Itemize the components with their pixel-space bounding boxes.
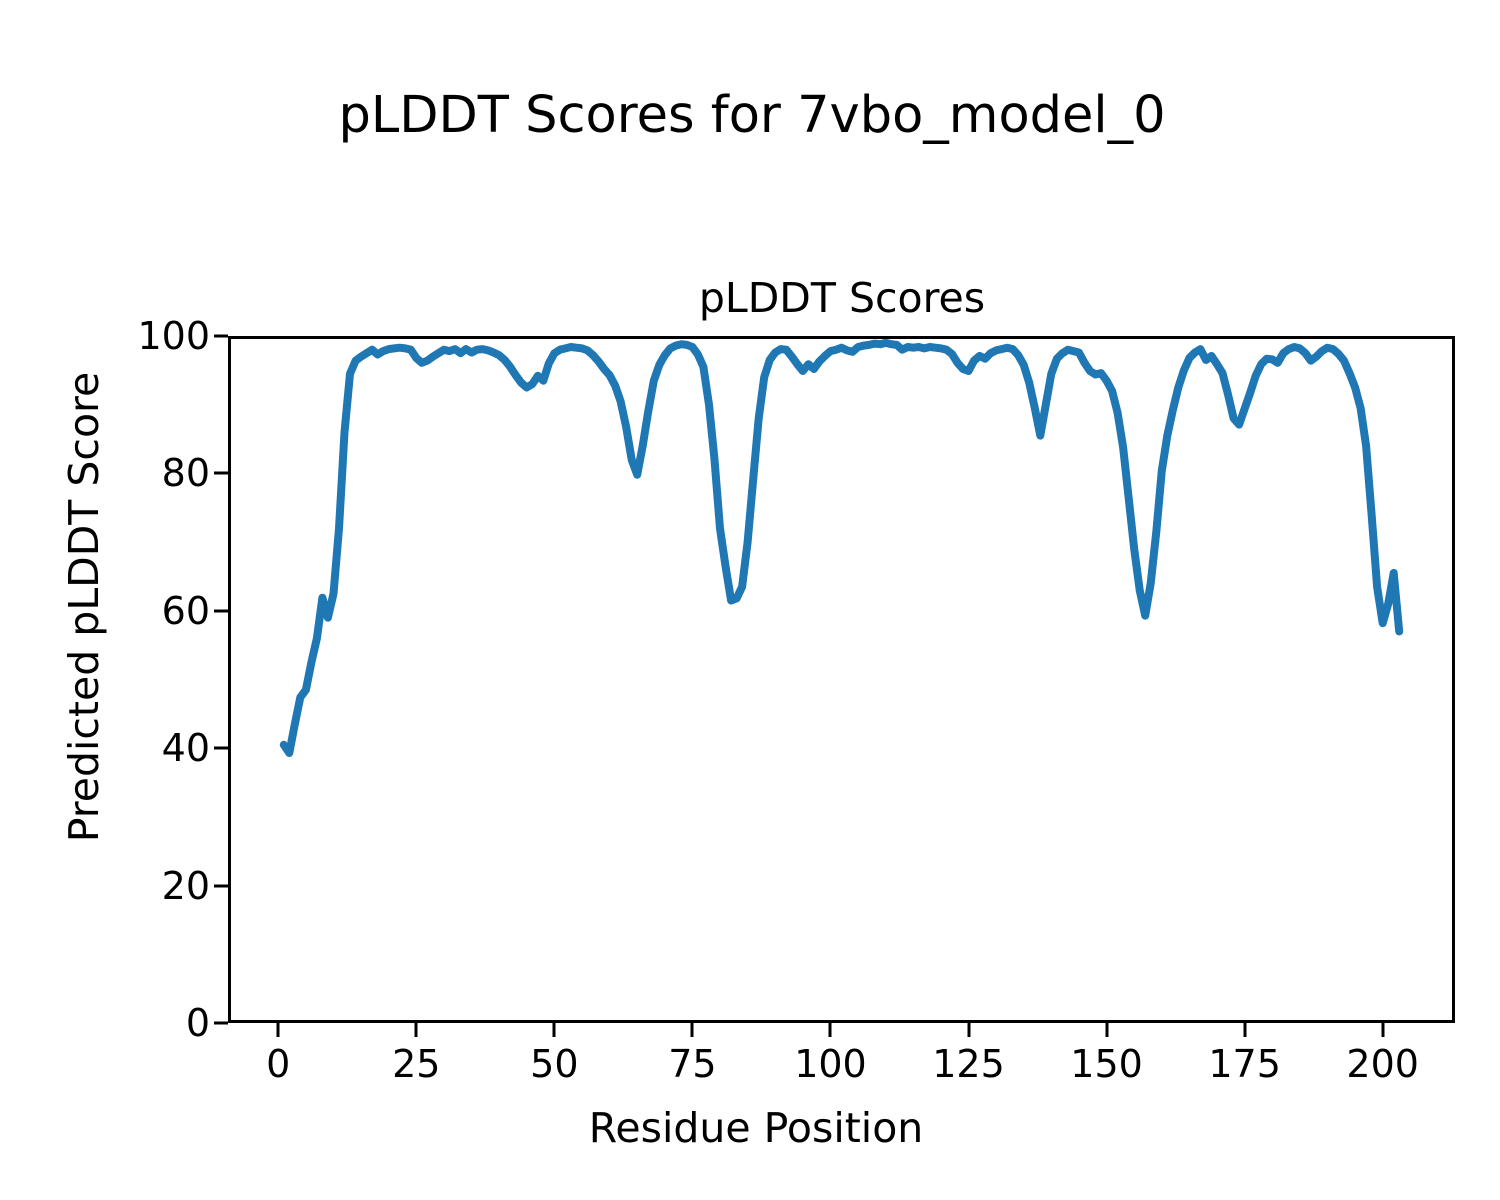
y-tick-mark: [214, 884, 228, 888]
x-tick-mark: [1243, 1023, 1247, 1037]
x-tick-label: 100: [794, 1042, 867, 1086]
x-tick-mark: [690, 1023, 694, 1037]
y-tick-mark: [214, 471, 228, 475]
x-tick-label: 175: [1208, 1042, 1281, 1086]
x-tick-mark: [1381, 1023, 1385, 1037]
x-tick-mark: [967, 1023, 970, 1037]
y-tick-label: 0: [185, 1001, 210, 1045]
axes-spines: [228, 336, 1455, 1023]
x-tick-label: 25: [392, 1042, 441, 1086]
x-tick-mark: [414, 1023, 418, 1037]
x-tick-label: 75: [668, 1042, 717, 1086]
x-tick-mark: [828, 1023, 832, 1037]
x-axis-label: Residue Position: [588, 1104, 924, 1152]
plot-area: [228, 336, 1455, 1023]
axes-title: pLDDT Scores: [698, 274, 986, 322]
y-tick-mark: [214, 1021, 228, 1025]
y-tick-mark: [214, 609, 228, 613]
y-tick-label: 100: [137, 314, 210, 358]
x-tick-label: 0: [266, 1042, 291, 1086]
x-tick-label: 150: [1070, 1042, 1143, 1086]
x-tick-label: 50: [530, 1042, 579, 1086]
y-tick-mark: [214, 746, 228, 750]
y-tick-label: 60: [161, 588, 210, 633]
x-tick-label: 125: [932, 1042, 1005, 1086]
plddt-line: [279, 338, 1404, 757]
x-tick-mark: [1105, 1023, 1109, 1037]
x-tick-label: 200: [1346, 1042, 1419, 1086]
y-tick-mark: [214, 334, 228, 338]
y-tick-label: 80: [161, 451, 210, 496]
figure-title: pLDDT Scores for 7vbo_model_0: [338, 86, 1166, 145]
y-tick-label: 20: [161, 863, 210, 908]
x-tick-mark: [276, 1023, 280, 1037]
x-tick-mark: [552, 1023, 556, 1037]
y-tick-label: 40: [161, 726, 210, 771]
